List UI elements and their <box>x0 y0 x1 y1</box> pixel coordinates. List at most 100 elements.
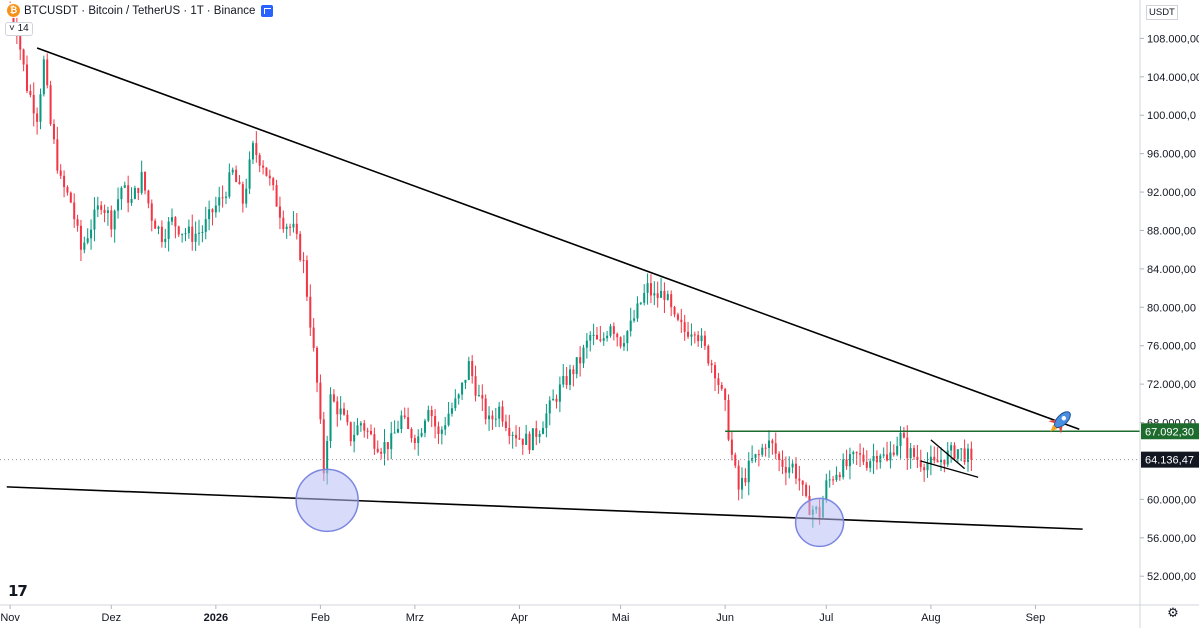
candle-body <box>410 429 413 439</box>
highlight-circle <box>295 468 359 533</box>
candle-body <box>390 433 393 450</box>
candle-body <box>187 226 190 234</box>
candle-body <box>181 233 184 235</box>
candle-body <box>238 181 241 185</box>
candle-body <box>612 326 615 334</box>
upper-descending-trendline <box>36 47 1080 431</box>
candle-body <box>413 438 416 444</box>
candle-body <box>474 376 477 396</box>
candle-body <box>744 478 747 483</box>
candle-body <box>204 219 207 232</box>
wedge-upper <box>930 439 966 470</box>
trendlines[interactable] <box>0 47 1140 530</box>
candle-body <box>488 415 491 420</box>
candle-body <box>687 331 690 337</box>
candle-body <box>926 463 929 471</box>
candle-body <box>923 467 926 471</box>
candle-body <box>649 283 652 296</box>
candle-body <box>63 175 66 188</box>
candle-body <box>842 459 845 478</box>
candle-body <box>241 184 244 204</box>
candle-body <box>582 347 585 364</box>
candle-body <box>430 410 433 417</box>
y-tick-label: 88.000,00 <box>1147 225 1196 237</box>
candle-body <box>231 169 234 173</box>
candle-body <box>639 302 642 304</box>
candle-body <box>838 474 841 478</box>
candle-body <box>939 459 943 463</box>
candle-body <box>25 64 28 92</box>
candle-body <box>127 185 130 203</box>
candle-body <box>346 414 349 423</box>
candle-body <box>531 428 534 451</box>
tradingview-logo: 17 <box>8 582 28 600</box>
candle-body <box>801 480 804 485</box>
candle-body <box>403 415 406 418</box>
candle-body <box>555 398 558 402</box>
candle-body <box>12 14 15 27</box>
candle-body <box>184 233 187 235</box>
candle-body <box>832 479 835 481</box>
candle-body <box>525 433 528 445</box>
last-price-tag <box>1141 451 1199 468</box>
candle-body <box>646 283 649 293</box>
x-tick-label: 2026 <box>204 612 228 624</box>
candle-body <box>39 94 42 122</box>
symbol-title[interactable]: BTCUSDT · Bitcoin / TetherUS · 1T · Bina… <box>24 4 256 17</box>
candle-body <box>491 415 494 420</box>
candle-body <box>936 460 939 463</box>
candle-body <box>653 293 656 296</box>
candle-body <box>606 335 609 339</box>
candle-body <box>545 413 548 428</box>
candle-body <box>960 448 963 450</box>
candle-body <box>872 455 875 462</box>
gear-icon[interactable]: ⚙ <box>1167 605 1179 620</box>
flag-icon[interactable] <box>261 4 274 17</box>
x-tick-label: Mrz <box>406 612 424 624</box>
y-tick-label: 84.000,00 <box>1147 264 1196 276</box>
candle-body <box>946 450 949 465</box>
candle-body <box>737 465 740 490</box>
x-tick-label: Nov <box>0 612 20 624</box>
candle-body <box>336 401 339 415</box>
x-tick-label: Feb <box>311 612 330 624</box>
candle-body <box>208 209 211 220</box>
candle-body <box>663 290 666 300</box>
currency-label[interactable]: USDT <box>1146 5 1178 20</box>
candle-body <box>464 379 467 383</box>
candle-body <box>535 428 538 437</box>
candle-body <box>69 192 72 203</box>
candle-body <box>73 202 76 220</box>
candle-body <box>865 461 868 468</box>
candle-body <box>457 394 460 399</box>
candle-body <box>734 454 737 466</box>
candle-body <box>693 334 696 336</box>
candle-body <box>970 448 973 460</box>
candle-body <box>767 440 771 448</box>
indicator-toggle[interactable]: ˅ 14 <box>5 22 33 36</box>
symbol-header[interactable]: ₿ BTCUSDT · Bitcoin / TetherUS · 1T · Bi… <box>4 3 277 18</box>
candle-body <box>144 171 147 191</box>
candle-body <box>100 205 103 210</box>
candle-body <box>19 36 22 50</box>
candle-body <box>228 172 231 197</box>
candle-body <box>396 429 399 433</box>
candle-body <box>96 205 99 210</box>
candle-body <box>494 418 497 420</box>
candle-body <box>629 320 632 332</box>
candle-body <box>963 448 966 463</box>
candle-body <box>774 443 777 454</box>
candle-body <box>285 226 288 230</box>
candle-body <box>508 428 511 436</box>
y-tick-label: 92.000,00 <box>1147 187 1196 199</box>
candle-body <box>471 361 474 377</box>
candle-body <box>619 337 622 347</box>
candle-body <box>467 361 470 380</box>
candle-body <box>852 452 855 455</box>
candle-body <box>383 441 386 454</box>
resistance-price-tag <box>1141 423 1199 440</box>
candle-body <box>272 178 275 186</box>
candle-body <box>359 423 362 426</box>
